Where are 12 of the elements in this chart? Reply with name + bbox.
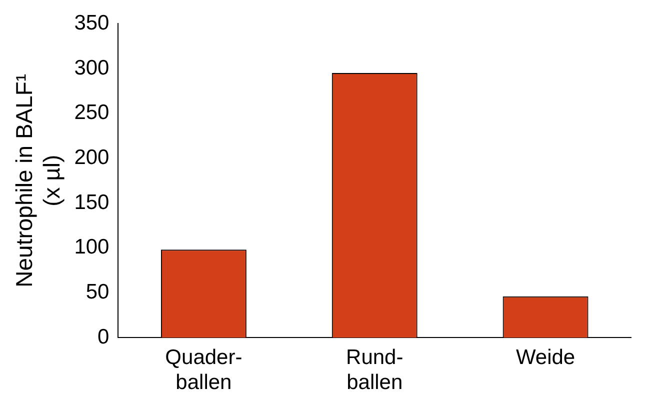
y-tick-label: 250 [74,101,110,124]
y-tick-label: 50 [86,280,110,304]
y-tick-label: 300 [74,56,110,80]
y-tick-label: 150 [74,190,110,214]
x-tick-label: Rund- ballen [346,346,404,394]
y-tick-label: 200 [74,146,110,169]
y-tick-label: 100 [74,236,110,259]
x-tick-label: Weide [516,346,576,369]
y-tick-label: 0 [98,325,110,348]
y-tick-label: 350 [74,11,110,34]
y-axis-title: Neutrophile in BALF¹ (x µl) [11,74,65,288]
x-tick-label: Quader- ballen [165,346,242,394]
